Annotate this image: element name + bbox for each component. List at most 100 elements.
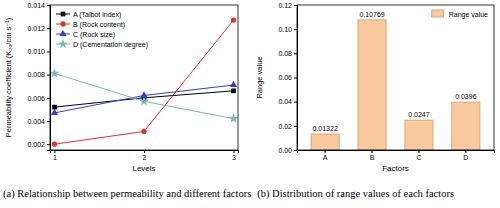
axis-line: [51, 151, 239, 154]
legend-item: B (Rock content): [56, 21, 125, 29]
marker: [52, 142, 57, 147]
legend-item: Range value: [432, 10, 488, 19]
tick-mark: [294, 5, 297, 6]
tick-mark: [465, 150, 466, 153]
tick-label: 1: [53, 154, 57, 161]
marker: [231, 17, 236, 22]
figure: 0.0020.0040.0060.0080.0100.0120.014123Le…: [0, 0, 500, 208]
tick-mark: [294, 53, 297, 54]
chart-1: 0.013220.107690.02470.03960.000.020.040.…: [255, 2, 495, 173]
tick: 0.04: [278, 98, 297, 105]
tick-label: 0.002: [27, 141, 45, 148]
legend-label: D (Cementation degree): [73, 41, 148, 49]
tick-mark: [47, 121, 50, 122]
tick-label: D: [463, 154, 468, 161]
plot-frame: [297, 5, 494, 150]
tick: 0.012: [27, 25, 50, 32]
legend-marker: [59, 30, 66, 36]
plot-frame: [50, 5, 238, 150]
bar: [311, 134, 339, 150]
series-line: [54, 85, 233, 113]
tick-label: 0.008: [27, 71, 45, 78]
tick-mark: [294, 29, 297, 30]
legend-item: A (Talbot index): [56, 11, 121, 19]
tick-label: 0.08: [278, 50, 292, 57]
tick-label: 0.010: [27, 48, 45, 55]
tick-mark: [294, 102, 297, 103]
y-axis-title: Permeability coefficient (K₂₀/cm s⁻¹): [4, 17, 13, 137]
tick: 0.02: [278, 123, 297, 130]
marker: [50, 68, 59, 77]
marker: [230, 81, 237, 87]
tick: 0.008: [27, 71, 50, 78]
legend-label: Range value: [449, 11, 488, 19]
legend: A (Talbot index) B (Rock content) C (Rock …: [56, 11, 148, 49]
tick: 0.002: [27, 141, 50, 148]
tick: 1: [53, 150, 57, 161]
tick-mark: [47, 5, 50, 6]
tick: C: [416, 150, 421, 161]
legend-item: C (Rock size): [56, 30, 115, 39]
tick: 0.006: [27, 95, 50, 102]
tick-mark: [47, 144, 50, 145]
y-axis: 0.002 0.004 0.006 0.008 0.010 0.012 0.014: [27, 2, 50, 151]
marker: [229, 114, 238, 123]
tick-label: 2: [143, 154, 147, 161]
legend-item: D (Cementation degree): [56, 39, 148, 49]
bar: [452, 102, 480, 150]
tick-mark: [418, 150, 419, 153]
tick-mark: [234, 150, 235, 153]
bar: [358, 20, 386, 150]
legend-marker: [60, 21, 65, 26]
tick-mark: [47, 51, 50, 52]
captions: (a) Relationship between permeability an…: [3, 188, 454, 200]
legend-label: B (Rock content): [73, 21, 125, 29]
chart-title: (b) Distribution of range values of each…: [257, 188, 454, 200]
tick-label: 0.02: [278, 123, 292, 130]
tick: 0.10: [278, 26, 297, 33]
tick-mark: [294, 150, 297, 151]
y-axis: 0.00 0.02 0.04 0.06 0.08 0.10 0.12: [278, 2, 297, 154]
tick: 0.06: [278, 74, 297, 81]
tick-label: C: [416, 154, 421, 161]
tick: 0.12: [278, 2, 297, 9]
tick-label: A: [323, 154, 328, 161]
tick-mark: [144, 150, 145, 153]
tick-label: B: [370, 154, 375, 161]
tick: 2: [143, 150, 147, 161]
bar: [405, 120, 433, 150]
tick: 0.08: [278, 50, 297, 57]
marker: [231, 88, 236, 93]
tick-label: 0.10: [278, 26, 292, 33]
tick-label: 0.04: [278, 98, 292, 105]
marker: [52, 105, 57, 110]
chart-title: (a) Relationship between permeability an…: [3, 188, 251, 200]
marker: [51, 109, 58, 115]
tick: D: [463, 150, 468, 161]
x-axis: 123: [51, 150, 239, 161]
data-label: 0.10769: [359, 11, 384, 18]
tick: 0.010: [27, 48, 50, 55]
tick-label: 0.12: [278, 2, 292, 9]
axis-line: [47, 6, 51, 151]
axis-line: [294, 6, 298, 151]
legend-label: C (Rock size): [73, 31, 115, 39]
tick-label: 0.004: [27, 118, 45, 125]
chart-0: 0.0020.0040.0060.0080.0100.0120.014123Le…: [4, 2, 239, 173]
legend-marker: [58, 39, 68, 48]
tick-mark: [294, 78, 297, 79]
series-line: [54, 20, 233, 144]
x-axis: A B C D: [298, 150, 495, 161]
tick-label: 0.014: [27, 2, 45, 9]
tick-label: 0.00: [278, 147, 292, 154]
tick-mark: [54, 150, 55, 153]
data-label: 0.0396: [455, 93, 477, 100]
tick-mark: [294, 126, 297, 127]
series-line: [54, 73, 233, 118]
series-line: [54, 91, 233, 107]
tick-mark: [47, 28, 50, 29]
marker: [139, 96, 149, 105]
tick: 0.004: [27, 118, 50, 125]
data-label: 0.0247: [408, 111, 430, 118]
tick-label: 0.06: [278, 74, 292, 81]
